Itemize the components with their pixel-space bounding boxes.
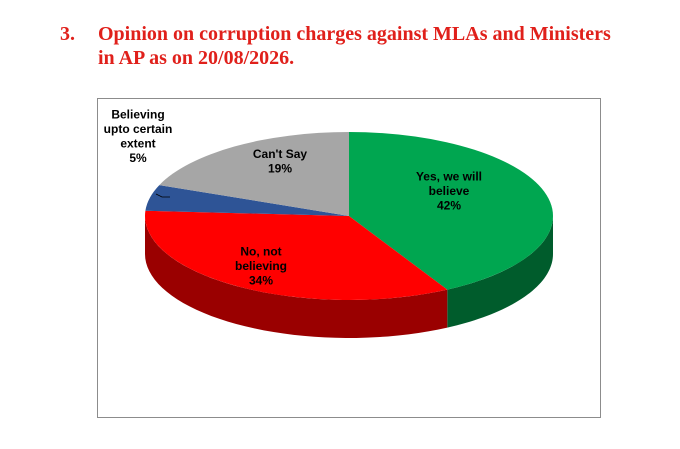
pie-slice-2 bbox=[145, 185, 349, 216]
pie-side-1 bbox=[145, 216, 448, 338]
chart-frame: Yes, we will believe 42% No, not believing 34… bbox=[97, 98, 601, 418]
slice-label-0: Yes, we will believe 42% bbox=[416, 170, 482, 213]
slice-value-label: 42% bbox=[437, 199, 461, 213]
slice-label-line: Yes, we will bbox=[416, 170, 482, 184]
leader-line bbox=[155, 193, 170, 198]
heading-line-2: in AP as on 20/08/2026. bbox=[98, 47, 295, 69]
pie-chart: Yes, we will believe 42% No, not believing 34… bbox=[104, 107, 554, 338]
slice-label-2: Believing upto certain extent 5% bbox=[104, 107, 173, 165]
slice-label-1: No, not believing 34% bbox=[235, 245, 287, 288]
slice-label-line: upto certain bbox=[104, 122, 173, 136]
slice-value-label: 5% bbox=[129, 151, 147, 165]
slice-value-label: 19% bbox=[268, 161, 292, 175]
pie-slice-3 bbox=[159, 132, 349, 216]
slice-value-label: 34% bbox=[249, 274, 273, 288]
slice-label-line: believing bbox=[235, 259, 287, 273]
slice-label-line: Believing bbox=[111, 107, 164, 121]
heading-line-1: Opinion on corruption charges against ML… bbox=[98, 23, 611, 45]
pie-slice-1 bbox=[144, 210, 448, 301]
slice-label-line: extent bbox=[120, 136, 155, 150]
heading-number: 3. bbox=[60, 23, 75, 45]
slice-label-3: Can't Say 19% bbox=[253, 147, 308, 176]
slice-label-line: believe bbox=[429, 184, 470, 198]
slice-label-line: Can't Say bbox=[253, 147, 308, 161]
pie-slice-0 bbox=[349, 132, 554, 290]
slice-label-line: No, not bbox=[240, 245, 281, 259]
pie-side-0 bbox=[447, 216, 553, 328]
